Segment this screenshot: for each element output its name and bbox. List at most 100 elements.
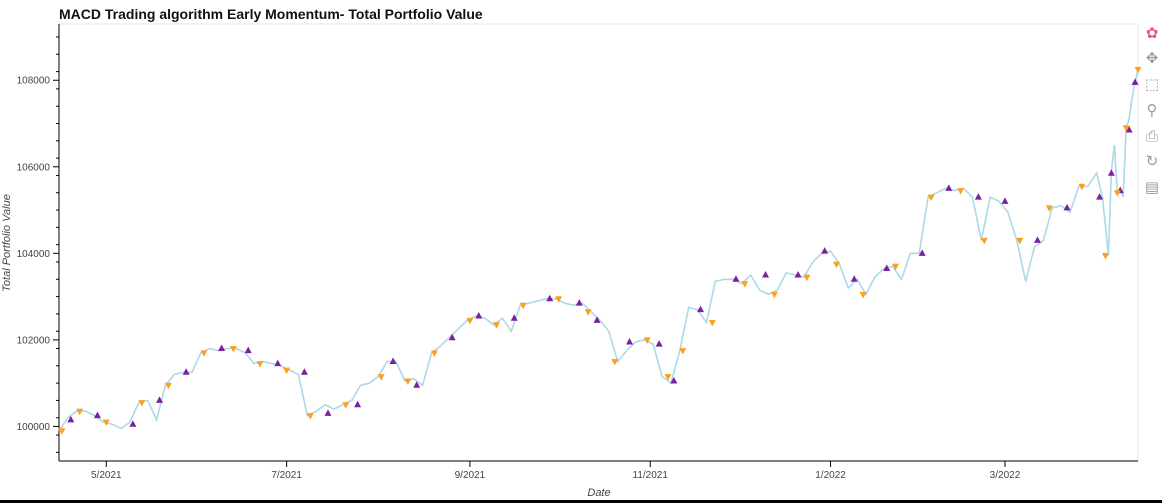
sell-marker (1078, 183, 1086, 191)
sell-marker (957, 188, 965, 195)
buy-marker (945, 184, 953, 191)
buy-marker (794, 270, 802, 278)
buy-marker (1063, 203, 1071, 211)
buy-marker (324, 409, 332, 416)
sell-marker (584, 309, 592, 316)
sell-marker (1101, 252, 1109, 260)
sell-marker (770, 291, 778, 299)
buy-marker (510, 314, 518, 321)
sell-marker (927, 194, 935, 202)
sell-marker (664, 374, 672, 381)
save-icon[interactable]: ⎙ (1145, 127, 1158, 145)
buy-marker (1125, 126, 1133, 133)
x-tick-label: 9/2021 (455, 470, 486, 481)
buy-marker (762, 270, 770, 278)
y-tick-label: 104000 (17, 249, 51, 260)
buy-marker (448, 333, 456, 341)
x-tick-label: 1/2022 (815, 470, 846, 481)
buy-marker (1033, 236, 1041, 243)
buy-marker (918, 249, 926, 256)
sell-marker (519, 302, 527, 310)
x-tick-label: 3/2022 (990, 470, 1021, 481)
chart-toolbar: ✿ ✥ ⬚ ⚲ ⎙ ↻ ▤ (1138, 20, 1162, 200)
wheel-zoom-icon[interactable]: ⚲ (1146, 101, 1158, 119)
buy-marker (218, 344, 226, 352)
buy-marker (274, 359, 282, 367)
buy-marker (156, 396, 164, 403)
y-tick-label: 108000 (17, 76, 51, 87)
buy-marker (354, 400, 362, 408)
buy-marker (732, 275, 740, 282)
reset-icon[interactable]: ↻ (1145, 152, 1159, 170)
sell-marker (138, 400, 146, 407)
sell-marker (1122, 125, 1130, 132)
x-tick-label: 11/2021 (633, 470, 669, 481)
buy-marker (670, 376, 678, 384)
y-tick-label: 100000 (17, 422, 51, 433)
sell-marker (164, 382, 172, 390)
buy-marker (593, 316, 601, 323)
buy-marker (244, 346, 252, 354)
sell-marker (741, 281, 749, 288)
buy-marker (129, 420, 137, 427)
buy-marker (1131, 78, 1139, 85)
sell-marker (76, 408, 84, 416)
sell-marker (102, 419, 110, 427)
x-axis-label: Date (587, 487, 610, 499)
y-tick-label: 106000 (17, 162, 51, 173)
x-tick-label: 7/2021 (271, 470, 302, 481)
plot-frame (58, 23, 1139, 462)
buy-marker (300, 368, 308, 375)
sell-marker (555, 296, 563, 303)
sell-marker (859, 291, 867, 299)
sell-marker (1045, 205, 1053, 212)
frame-bottom-rule (0, 500, 1162, 503)
buy-marker (389, 357, 397, 364)
sell-marker (679, 348, 687, 355)
sell-marker (611, 358, 619, 366)
sell-marker (1113, 190, 1121, 197)
buy-marker (546, 294, 554, 302)
sell-marker (892, 263, 900, 271)
sell-marker (466, 317, 474, 325)
sell-marker (283, 367, 291, 375)
box-zoom-icon[interactable]: ⬚ (1144, 75, 1160, 93)
buy-marker (974, 193, 982, 200)
buy-marker (413, 381, 421, 388)
sell-marker (1134, 66, 1142, 74)
pan-icon[interactable]: ✥ (1142, 48, 1162, 68)
sell-marker (229, 346, 237, 353)
sell-marker (58, 428, 66, 435)
bokeh-logo-icon[interactable]: ✿ (1145, 24, 1159, 42)
buy-marker (67, 415, 75, 423)
sell-marker (342, 402, 350, 409)
buy-marker (1001, 197, 1009, 204)
buy-marker (182, 368, 190, 375)
sell-marker (832, 261, 840, 269)
buy-marker (696, 305, 704, 313)
buy-marker (655, 340, 663, 347)
sell-marker (803, 274, 811, 282)
sell-marker (430, 350, 438, 357)
portfolio-value-line (58, 69, 1139, 432)
buy-marker (626, 338, 634, 345)
sell-marker (980, 237, 988, 245)
buy-marker (850, 275, 858, 282)
buy-marker (883, 264, 891, 271)
sell-marker (1016, 237, 1024, 245)
sell-marker (377, 374, 385, 381)
sell-marker (708, 320, 716, 327)
sell-marker (200, 350, 208, 357)
sell-marker (643, 337, 651, 344)
buy-marker (93, 411, 101, 419)
buy-marker (575, 299, 583, 306)
buy-marker (475, 312, 483, 319)
sell-marker (306, 413, 314, 420)
y-axis-label: Total Portfolio Value (1, 194, 13, 292)
y-tick-label: 102000 (17, 335, 51, 346)
hover-icon[interactable]: ▤ (1142, 177, 1162, 197)
sell-marker (256, 361, 264, 368)
buy-marker (1107, 169, 1115, 176)
buy-marker (1096, 193, 1104, 200)
